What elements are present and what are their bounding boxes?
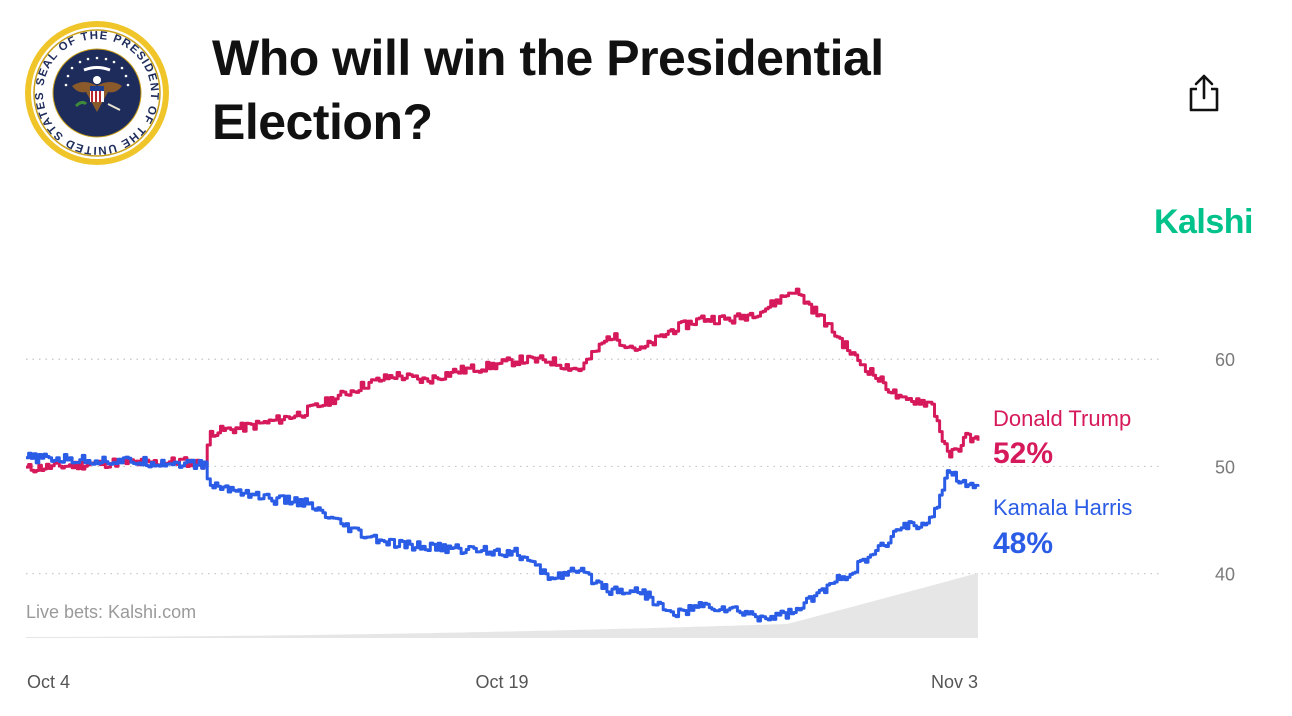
series-line-1 [26, 451, 980, 623]
x-axis: Oct 4 Oct 19 Nov 3 [27, 672, 978, 692]
y-tick-label: 40 [1215, 565, 1235, 585]
series-line-0 [26, 287, 980, 474]
series-labels: Donald Trump 52% Kamala Harris 48% [993, 406, 1132, 560]
title-line-1: Who will win the Presidential [212, 30, 884, 86]
gridlines [26, 358, 1162, 575]
series-value-label: 48% [993, 527, 1053, 560]
series-value-label: 52% [993, 437, 1053, 470]
series-name-label: Donald Trump [993, 406, 1131, 431]
y-tick-label: 60 [1215, 350, 1235, 370]
brand-logo[interactable]: Kalshi [1153, 203, 1254, 241]
series-lines [26, 287, 980, 623]
x-tick-label: Oct 4 [27, 672, 70, 692]
presidential-seal-logo: SEAL OF THE PRESIDENT OF THE UNITED STAT… [25, 21, 169, 165]
series-name-label: Kamala Harris [993, 495, 1132, 520]
watermark: Live bets: Kalshi.com [26, 602, 196, 622]
volume-area [26, 573, 978, 638]
y-axis: 60 50 40 [1215, 350, 1235, 584]
page-title: Who will win the Presidential Election? [212, 26, 1072, 154]
volume-shape [26, 573, 978, 638]
share-icon[interactable] [1186, 72, 1222, 114]
x-tick-label: Oct 19 [475, 672, 528, 692]
x-tick-label: Nov 3 [931, 672, 978, 692]
title-line-2: Election? [212, 94, 433, 150]
y-tick-label: 50 [1215, 457, 1235, 477]
